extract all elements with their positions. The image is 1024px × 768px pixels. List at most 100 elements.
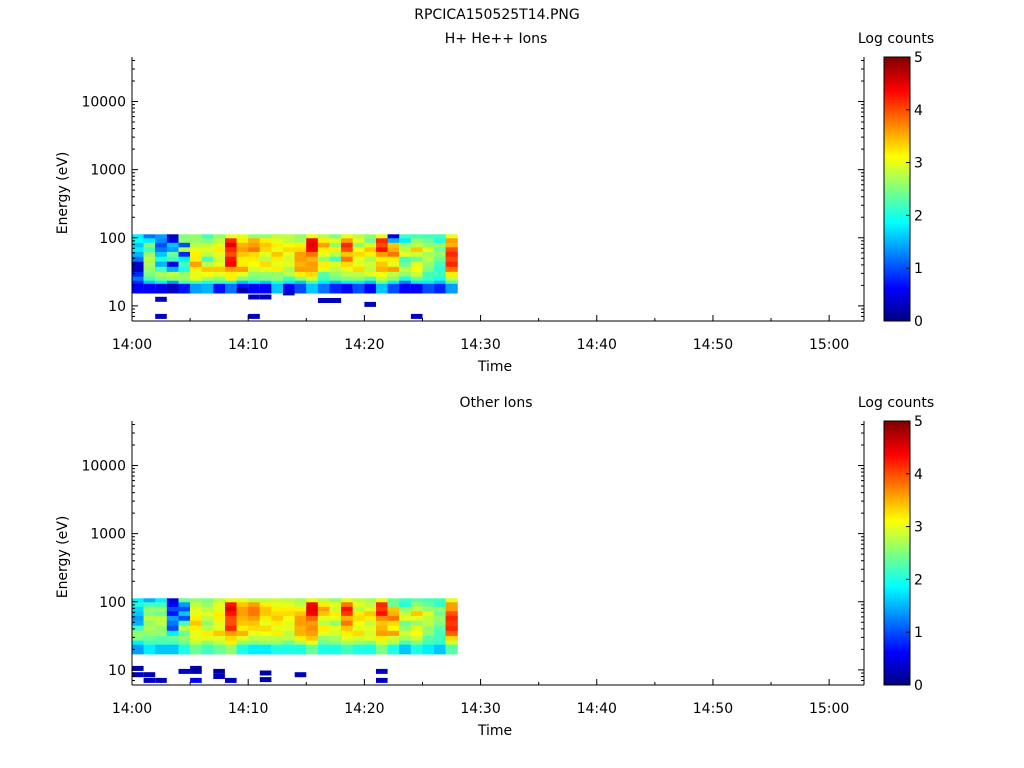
heatmap-cell [259, 256, 272, 267]
heatmap-cell [132, 620, 144, 631]
colorbar-segment [884, 489, 910, 493]
heatmap-cell [317, 283, 330, 294]
colorbar-segment [884, 597, 910, 601]
colorbar-segment [884, 523, 910, 527]
heatmap-cell [352, 625, 365, 636]
colorbar-segment [884, 653, 910, 657]
heatmap-cell [271, 283, 284, 294]
colorbar-segment [884, 568, 910, 572]
colorbar-segment [884, 661, 910, 665]
colorbar-segment [884, 241, 910, 245]
colorbar-segment [884, 539, 910, 543]
colorbar-segment [884, 291, 910, 295]
colorbar-segment [884, 574, 910, 578]
heatmap-cell [294, 256, 307, 267]
heatmap-cell [248, 266, 261, 277]
colorbar-segment [884, 436, 910, 440]
colorbar-segment [884, 629, 910, 633]
heatmap-cell [213, 625, 226, 636]
colorbar-segment [884, 555, 910, 559]
heatmap-cell [259, 644, 272, 655]
colorbar-segment [884, 305, 910, 309]
x-tick-label: 14:20 [344, 701, 384, 717]
heatmap-cell [410, 620, 423, 631]
colorbar-segment [884, 571, 910, 575]
colorbar-segment [884, 175, 910, 179]
colorbar-segment [884, 178, 910, 182]
heatmap-cell [155, 266, 168, 277]
colorbar-segment [884, 239, 910, 243]
heatmap-cell [399, 266, 412, 277]
colorbar-segment [884, 439, 910, 443]
colorbar-segment [884, 273, 910, 277]
sparse-cell [259, 670, 272, 676]
colorbar-segment [884, 434, 910, 438]
colorbar-segment [884, 534, 910, 538]
colorbar-segment [884, 112, 910, 116]
heatmap-cell [329, 620, 342, 631]
colorbar-segment [884, 93, 910, 97]
colorbar-segment [884, 595, 910, 599]
sparse-cell [190, 668, 202, 674]
colorbar-segment [884, 318, 910, 322]
colorbar-segment [884, 473, 910, 477]
colorbar-segment [884, 252, 910, 256]
colorbar-segment [884, 146, 910, 150]
sparse-cell [294, 672, 307, 678]
heatmap-cell [422, 630, 435, 641]
heatmap-cell [155, 625, 168, 636]
heatmap-cell [445, 266, 458, 277]
colorbar-tick-label: 1 [914, 625, 923, 641]
heatmap-cell [317, 266, 330, 277]
x-axis-label: Time [477, 359, 512, 375]
colorbar-segment [884, 278, 910, 282]
heatmap-cell [387, 630, 400, 641]
heatmap-cell [399, 256, 412, 267]
heatmap-cell [213, 256, 226, 267]
heatmap-cell [143, 283, 156, 294]
sparse-cell [143, 672, 156, 678]
colorbar-segment [884, 189, 910, 193]
heatmap-cell [364, 625, 377, 636]
y-tick-label: 10000 [81, 95, 126, 111]
colorbar-segment [884, 481, 910, 485]
heatmap-cell [283, 625, 295, 636]
colorbar-tick-label: 3 [914, 156, 923, 172]
colorbar-segment [884, 442, 910, 446]
colorbar-segment [884, 96, 910, 100]
heatmap-cell [283, 266, 295, 277]
heatmap-cells [132, 598, 458, 683]
heatmap-cell [341, 266, 354, 277]
heatmap-cell [329, 266, 342, 277]
heatmap-cell [271, 266, 284, 277]
colorbar-segment [884, 88, 910, 92]
heatmap-cell [445, 644, 458, 655]
colorbar-segment [884, 133, 910, 137]
colorbar-segment [884, 265, 910, 269]
heatmap-cell [132, 266, 144, 277]
colorbar-segment [884, 516, 910, 520]
colorbar-segment [884, 101, 910, 105]
colorbar-segment [884, 648, 910, 652]
colorbar-segment [884, 521, 910, 525]
colorbar-segment [884, 257, 910, 261]
heatmap-cell [364, 261, 377, 272]
heatmap-cell [410, 644, 423, 655]
heatmap-cell [190, 630, 203, 641]
colorbar-segment [884, 502, 910, 506]
y-ticks: 10 100 1000 10000 [81, 423, 864, 686]
colorbar-segment [884, 650, 910, 654]
colorbar-segment [884, 307, 910, 311]
colorbar-segment [884, 315, 910, 319]
colorbar-segment [884, 655, 910, 659]
y-axis-label: Energy (eV) [55, 152, 71, 235]
sparse-cell [178, 668, 191, 674]
heatmap-cell [248, 283, 261, 294]
colorbar-segment [884, 289, 910, 293]
y-tick-label: 1000 [90, 527, 126, 543]
heatmap-cell [410, 630, 423, 641]
heatmap-cell [317, 644, 330, 655]
colorbar-segment [884, 634, 910, 638]
heatmap-cell [445, 630, 458, 641]
